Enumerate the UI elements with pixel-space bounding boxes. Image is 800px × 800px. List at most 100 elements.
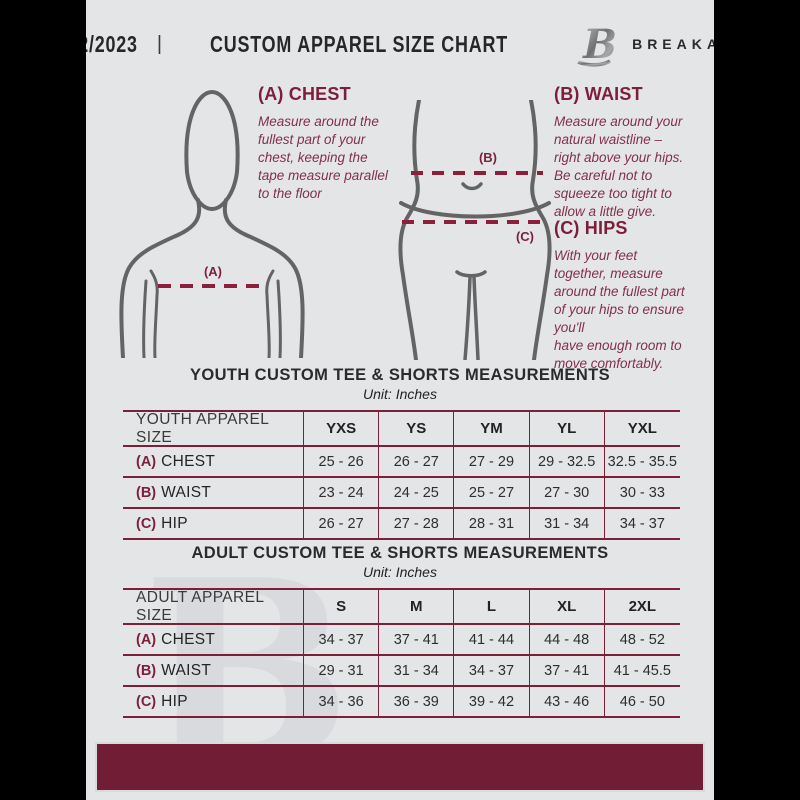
figure-crotch-curve <box>455 270 487 278</box>
table-cell: 41 - 45.5 <box>613 662 671 679</box>
row-label: WAIST <box>161 483 212 501</box>
table-row-adult-waist: (B) WAIST 29 - 31 31 - 34 34 - 37 37 - 4… <box>123 656 680 687</box>
brand-name: BREAKAWAY <box>632 36 714 52</box>
table-row-youth-hip: (C) HIP 26 - 27 27 - 28 28 - 31 31 - 34 … <box>123 509 680 540</box>
table-cell: 43 - 46 <box>530 687 605 716</box>
hips-heading: (C) HIPS <box>554 218 628 238</box>
table-cell: 24 - 25 <box>379 478 455 507</box>
table-cell: 28 - 31 <box>454 509 530 538</box>
table-cell: 37 - 41 <box>530 656 605 685</box>
waist-marker-label: (B) <box>479 150 497 165</box>
row-prefix: (B) <box>136 662 157 679</box>
figure-left-shoulder-arm <box>119 198 202 358</box>
table-cell: 34 - 36 <box>304 687 380 716</box>
table-cell: 27 - 28 <box>379 509 455 538</box>
figure-left-side <box>398 100 421 360</box>
youth-section-title: YOUTH CUSTOM TEE & SHORTS MEASUREMENTS <box>189 366 611 384</box>
youth-unit-label: Unit: Inches <box>363 386 437 402</box>
table-cell: 31 - 34 <box>530 509 605 538</box>
youth-size-col-ys: YS <box>379 412 455 445</box>
youth-table-header-row: YOUTH APPAREL SIZE YXS YS YM YL YXL <box>123 411 680 447</box>
hips-instructions-text: With your feet together, measure around … <box>554 248 685 371</box>
adult-table-header-label: ADULT APPAREL SIZE <box>123 589 304 624</box>
brand-lockup: B BREAKAWAY <box>570 21 714 67</box>
table-cell: 48 - 52 <box>619 631 665 648</box>
table-cell: 39 - 42 <box>454 687 530 716</box>
youth-hip-label: (C) HIP <box>123 509 304 538</box>
row-prefix: (A) <box>136 631 157 648</box>
figure-right-inner-leg <box>472 275 480 360</box>
table-cell: 29 - 32.5 <box>530 447 605 476</box>
adult-chest-label: (A) CHEST <box>123 625 304 654</box>
adult-waist-label: (B) WAIST <box>123 656 304 685</box>
chest-marker-label: (A) <box>204 264 222 279</box>
row-label: CHEST <box>161 630 216 648</box>
letterbox-left <box>0 0 86 800</box>
adult-size-col-s: S <box>304 590 380 623</box>
row-label: HIP <box>161 514 188 532</box>
figure-right-torso-line <box>265 269 275 358</box>
page-title: CUSTOM APPAREL SIZE CHART <box>210 30 509 57</box>
table-cell: 29 - 31 <box>304 656 380 685</box>
youth-waist-label: (B) WAIST <box>123 478 304 507</box>
figure-right-inner-arm <box>276 279 282 358</box>
table-cell: 25 - 26 <box>304 447 380 476</box>
footer-accent-bar <box>95 742 705 792</box>
header-year: 2022/2023 <box>86 30 138 57</box>
row-prefix: (A) <box>136 453 157 470</box>
youth-table-header-label: YOUTH APPAREL SIZE <box>123 411 304 446</box>
adult-unit-label: Unit: Inches <box>363 564 437 580</box>
figure-navel <box>461 182 483 191</box>
table-cell: 44 - 48 <box>530 625 605 654</box>
youth-size-col-yxl: YXL <box>627 420 657 437</box>
row-label: WAIST <box>161 661 212 679</box>
waist-hips-diagram-figure: (B) (C) <box>398 100 552 360</box>
table-cell: 30 - 33 <box>619 484 665 501</box>
logo-swash <box>577 59 612 67</box>
table-cell: 25 - 27 <box>454 478 530 507</box>
table-cell: 34 - 37 <box>454 656 530 685</box>
table-row-adult-chest: (A) CHEST 34 - 37 37 - 41 41 - 44 44 - 4… <box>123 625 680 656</box>
table-cell: 41 - 44 <box>454 625 530 654</box>
figure-waistband-curve <box>399 201 551 219</box>
chest-instruction-block: (A) CHEST Measure around the fullest par… <box>258 84 416 203</box>
table-cell: 46 - 50 <box>619 693 665 710</box>
figure-left-inner-arm <box>142 279 148 358</box>
adult-size-table: ADULT APPAREL SIZE S M L XL 2XL (A) CHES… <box>123 588 680 718</box>
table-cell: 36 - 39 <box>379 687 455 716</box>
size-chart-page: 2022/2023 | CUSTOM APPAREL SIZE CHART B <box>86 0 714 800</box>
youth-size-col-yl: YL <box>530 412 605 445</box>
table-row-youth-chest: (A) CHEST 25 - 26 26 - 27 27 - 29 29 - 3… <box>123 447 680 478</box>
adult-size-col-xl: XL <box>530 590 605 623</box>
table-cell: 27 - 29 <box>454 447 530 476</box>
row-label: HIP <box>161 692 188 710</box>
chest-heading: (A) CHEST <box>258 84 351 104</box>
adult-hip-label: (C) HIP <box>123 687 304 716</box>
adult-section-title: ADULT CUSTOM TEE & SHORTS MEASUREMENTS <box>191 544 609 562</box>
row-prefix: (C) <box>136 515 157 532</box>
chest-diagram-figure: (A) <box>119 89 305 358</box>
logo-letter: B <box>582 21 617 67</box>
table-cell: 31 - 34 <box>379 656 455 685</box>
figure-head <box>184 89 240 212</box>
waist-heading: (B) WAIST <box>554 84 643 104</box>
letterbox-right <box>714 0 800 800</box>
figure-left-torso-line <box>149 269 159 358</box>
table-cell: 27 - 30 <box>530 478 605 507</box>
table-cell: 37 - 41 <box>379 625 455 654</box>
figure-right-side <box>529 100 552 360</box>
waist-instruction-block: (B) WAIST Measure around your natural wa… <box>554 84 712 221</box>
adult-size-col-l: L <box>454 590 530 623</box>
youth-size-table: YOUTH APPAREL SIZE YXS YS YM YL YXL (A) … <box>123 410 680 540</box>
youth-size-col-ym: YM <box>454 412 530 445</box>
hips-instruction-block: (C) HIPS With your feet together, measur… <box>554 218 714 373</box>
hip-marker-label: (C) <box>516 229 534 244</box>
table-row-youth-waist: (B) WAIST 23 - 24 24 - 25 25 - 27 27 - 3… <box>123 478 680 509</box>
table-cell: 26 - 27 <box>379 447 455 476</box>
row-prefix: (B) <box>136 484 157 501</box>
table-cell: 32.5 - 35.5 <box>607 453 677 470</box>
row-label: CHEST <box>161 452 216 470</box>
adult-size-col-m: M <box>379 590 455 623</box>
waist-instructions-text: Measure around your natural waistline – … <box>554 114 684 219</box>
